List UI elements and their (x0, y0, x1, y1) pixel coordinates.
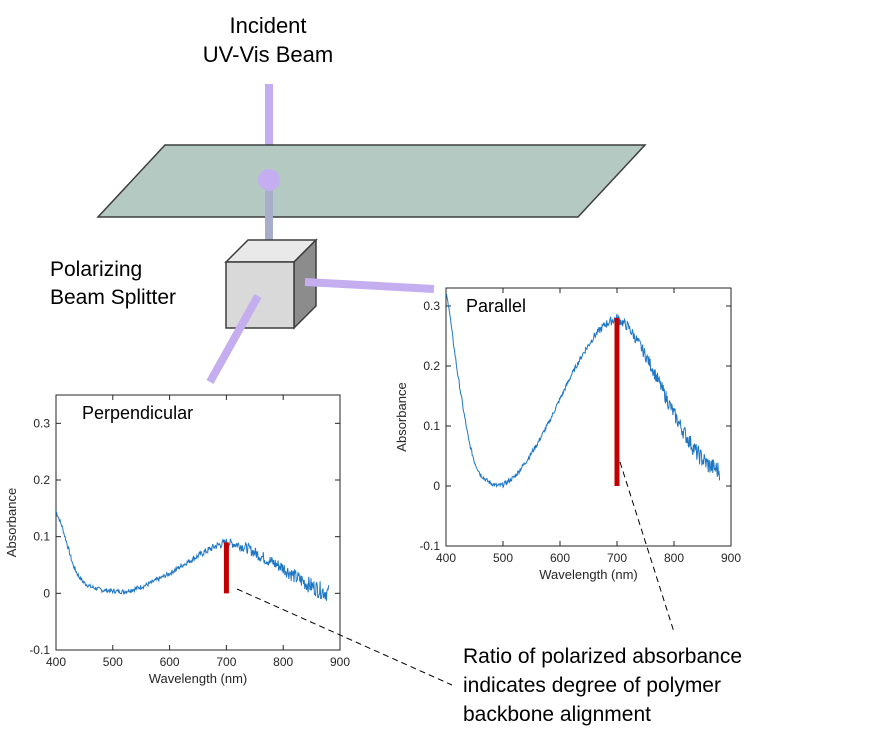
beam-label-line2: UV-Vis Beam (203, 42, 333, 67)
splitter-label-line2: Beam Splitter (50, 286, 176, 309)
chart2-x-tick-label: 900 (721, 551, 741, 565)
chart2-plot-frame (445, 287, 732, 547)
polarizing-beam-splitter-cube (224, 238, 318, 330)
cube-front-face (225, 261, 295, 329)
chart1-x-axis-label: Wavelength (nm) (149, 671, 248, 686)
chart1-y-tick-label: -0.1 (29, 643, 50, 657)
chart2-y-tick-label: 0.2 (423, 359, 440, 373)
sample-film (96, 144, 647, 218)
chart2-title: Parallel (466, 296, 526, 316)
chart2-x-tick-label: 700 (607, 551, 627, 565)
beam-label-line1: Incident (229, 13, 306, 38)
chart1-y-tick-label: 0 (43, 586, 50, 600)
chart2-x-tick-label: 400 (436, 551, 456, 565)
beam-spot (258, 169, 280, 191)
chart2-spectrum-line (445, 293, 721, 489)
chart1-plot-frame (55, 394, 341, 651)
parallel-chart: 400 500 600 700 800 900 -0.1 0 0.1 0.2 0.3 Waveleng… (394, 287, 741, 582)
splitter-label-line1: Polarizing (50, 258, 142, 281)
parallel-beam (304, 278, 435, 293)
perpendicular-chart: 400 500 600 700 800 900 -0.1 0 0.1 0.2 0.3 Waveleng… (4, 394, 350, 686)
chart1-x-tick-label: 900 (330, 655, 350, 669)
chart1-x-tick-label: 700 (216, 655, 236, 669)
note-line3: backbone alignment (463, 703, 651, 726)
chart2-x-axis-label: Wavelength (nm) (539, 567, 638, 582)
note-line2: indicates degree of polymer (463, 674, 721, 697)
chart1-y-tick-label: 0.2 (33, 473, 50, 487)
chart1-y-axis-label: Absorbance (4, 488, 19, 557)
chart1-x-tick-label: 800 (273, 655, 293, 669)
note-line1: Ratio of polarized absorbance (463, 645, 742, 668)
chart2-x-tick-label: 500 (493, 551, 513, 565)
chart1-x-tick-label: 400 (46, 655, 66, 669)
chart2-x-tick-label: 600 (550, 551, 570, 565)
chart1-x-tick-label: 500 (103, 655, 123, 669)
perpendicular-beam (206, 294, 262, 384)
chart1-x-tick-label: 600 (160, 655, 180, 669)
chart2-y-tick-label: -0.1 (419, 539, 440, 553)
chart2-x-tick-label: 800 (664, 551, 684, 565)
chart2-y-tick-label: 0.3 (423, 299, 440, 313)
chart2-y-axis-label: Absorbance (394, 382, 409, 451)
chart1-y-tick-label: 0.1 (33, 530, 50, 544)
chart1-title: Perpendicular (82, 403, 193, 423)
chart1-spectrum-line (55, 510, 330, 601)
chart1-y-tick-label: 0.3 (33, 416, 50, 430)
chart2-y-tick-label: 0.1 (423, 419, 440, 433)
chart2-y-tick-label: 0 (433, 479, 440, 493)
